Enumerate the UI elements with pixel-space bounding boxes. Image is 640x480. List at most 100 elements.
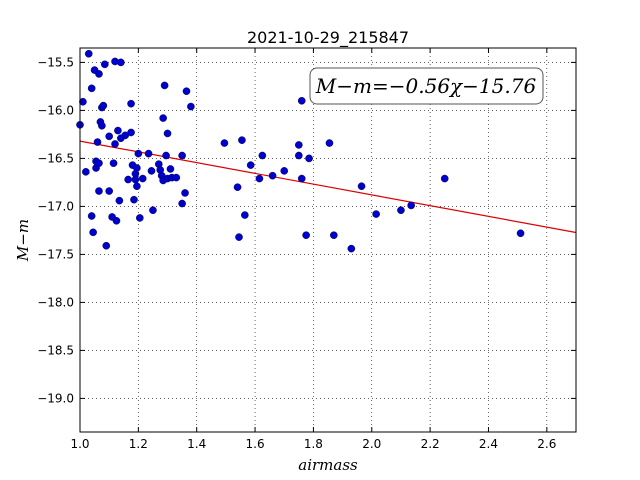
data-point bbox=[130, 195, 138, 204]
fit-annotation: M−m=−0.56χ−15.76 bbox=[309, 67, 544, 105]
data-point bbox=[241, 211, 249, 219]
fit-annotation-text: M−m=−0.56χ−15.76 bbox=[315, 74, 537, 98]
data-point bbox=[95, 70, 103, 78]
x-tick-label: 1.4 bbox=[187, 437, 206, 451]
data-point bbox=[166, 165, 175, 173]
data-point bbox=[295, 141, 303, 149]
y-tick-label: −17.0 bbox=[37, 199, 74, 213]
data-point bbox=[149, 206, 157, 215]
data-point bbox=[372, 210, 380, 218]
y-tick-label: −18.5 bbox=[37, 343, 74, 357]
data-point bbox=[268, 171, 277, 180]
y-tick-label: −17.5 bbox=[37, 247, 74, 261]
data-point bbox=[159, 114, 167, 122]
data-point bbox=[178, 151, 186, 160]
y-axis-ticks: −15.5 −16.0 −16.5 −17.0 −17.5 −18.0 −18.5 −19.0 bbox=[37, 55, 576, 405]
data-point bbox=[233, 183, 242, 191]
data-point bbox=[127, 99, 135, 108]
data-point bbox=[187, 102, 195, 111]
data-point bbox=[93, 138, 102, 146]
data-point bbox=[297, 174, 306, 183]
data-point bbox=[305, 154, 313, 163]
data-point bbox=[147, 167, 156, 175]
data-point bbox=[117, 58, 125, 67]
data-point bbox=[246, 161, 255, 169]
data-point bbox=[297, 97, 306, 105]
data-point bbox=[162, 151, 170, 160]
data-point bbox=[258, 151, 267, 160]
data-point bbox=[325, 139, 334, 147]
grid bbox=[79, 48, 576, 432]
x-tick-label: 2.2 bbox=[421, 437, 440, 451]
x-tick-label: 2.4 bbox=[479, 437, 498, 451]
x-tick-label: 1.0 bbox=[70, 437, 89, 451]
data-point bbox=[357, 182, 366, 191]
data-point bbox=[144, 149, 153, 158]
data-point bbox=[134, 149, 143, 158]
data-point bbox=[347, 244, 356, 253]
data-point bbox=[95, 159, 103, 167]
data-point bbox=[102, 241, 111, 250]
data-point bbox=[133, 182, 141, 191]
x-tick-label: 1.6 bbox=[246, 437, 265, 451]
x-tick-label: 1.2 bbox=[129, 437, 148, 451]
data-point bbox=[440, 174, 449, 183]
data-point bbox=[79, 97, 87, 106]
y-tick-label: −16.0 bbox=[37, 103, 74, 117]
data-point bbox=[133, 164, 141, 172]
x-tick-label: 2.6 bbox=[537, 437, 556, 451]
data-point bbox=[238, 136, 246, 144]
y-axis-label: M−m bbox=[14, 219, 32, 262]
data-point bbox=[131, 175, 140, 184]
data-point bbox=[302, 231, 310, 239]
data-point bbox=[255, 174, 264, 183]
data-point bbox=[330, 231, 338, 239]
data-point bbox=[178, 199, 186, 208]
plot-frame bbox=[79, 47, 577, 433]
data-point bbox=[112, 216, 121, 225]
data-point bbox=[138, 174, 147, 183]
x-axis-ticks: 1.0 1.2 1.4 1.6 1.8 2.0 2.2 2.4 2.6 bbox=[70, 48, 556, 451]
data-point bbox=[105, 187, 113, 195]
data-point bbox=[89, 228, 97, 237]
data-point bbox=[220, 139, 229, 147]
chart-title: 2021-10-29_215847 bbox=[247, 28, 409, 48]
data-point bbox=[114, 126, 122, 135]
data-point bbox=[182, 87, 191, 95]
x-axis-label: airmass bbox=[298, 456, 358, 474]
data-point bbox=[127, 128, 135, 137]
data-point bbox=[163, 129, 172, 138]
data-point bbox=[105, 132, 113, 141]
data-point bbox=[235, 233, 243, 241]
data-point bbox=[87, 84, 96, 93]
data-point bbox=[109, 159, 118, 167]
fit-annotation-box bbox=[309, 67, 544, 105]
data-point bbox=[87, 212, 96, 220]
data-point bbox=[295, 151, 303, 160]
data-point bbox=[181, 189, 189, 197]
data-point bbox=[99, 101, 108, 110]
data-point bbox=[172, 173, 181, 182]
y-tick-label: −15.5 bbox=[37, 55, 74, 69]
y-tick-label: −19.0 bbox=[37, 391, 74, 405]
y-tick-label: −16.5 bbox=[37, 151, 74, 165]
data-point bbox=[82, 168, 90, 176]
data-point bbox=[124, 175, 132, 184]
data-point bbox=[397, 206, 405, 215]
data-point bbox=[95, 187, 103, 195]
data-point bbox=[101, 60, 109, 69]
data-point bbox=[160, 81, 169, 90]
x-tick-label: 2.0 bbox=[362, 437, 381, 451]
x-tick-label: 1.8 bbox=[304, 437, 323, 451]
data-point bbox=[111, 140, 119, 148]
data-point bbox=[115, 196, 124, 205]
data-point bbox=[98, 121, 106, 130]
data-point bbox=[136, 214, 144, 222]
data-point bbox=[280, 167, 289, 175]
data-point bbox=[84, 49, 93, 58]
data-point bbox=[516, 229, 525, 238]
data-point bbox=[407, 201, 415, 210]
data-points bbox=[76, 49, 525, 253]
y-tick-label: −18.0 bbox=[37, 295, 74, 309]
